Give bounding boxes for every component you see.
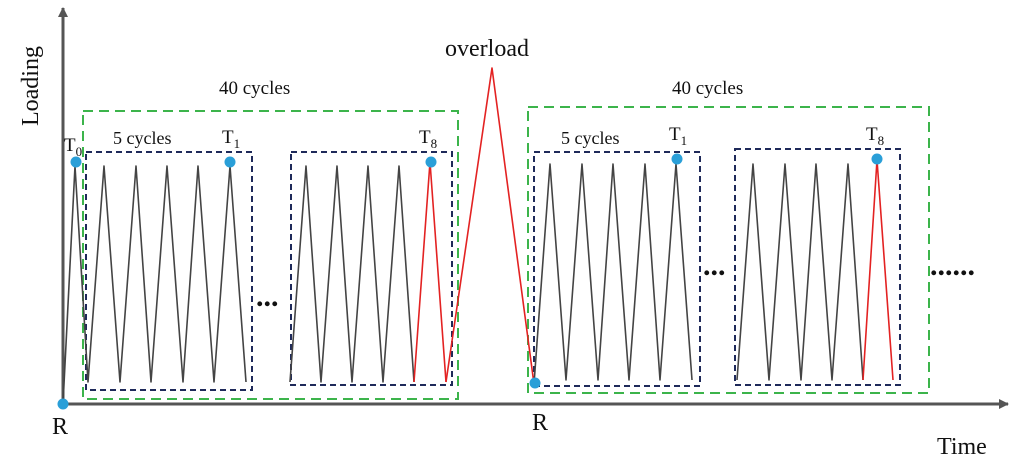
- inner-block-right-2: [734, 148, 901, 386]
- origin-right-label: R: [532, 410, 548, 436]
- outer-block-right: [527, 106, 930, 394]
- y-axis-label: Loading: [18, 46, 44, 126]
- load-wave-left-1: [62, 165, 247, 405]
- t1-right-label: T1: [669, 124, 687, 148]
- ellipsis-right: ...: [703, 249, 726, 282]
- ellipsis-end: ......: [930, 249, 975, 282]
- marker-r-left: [57, 398, 69, 410]
- outer-block-left-label: 40 cycles: [219, 78, 290, 99]
- t8-left-label: T8: [419, 127, 437, 151]
- outer-block-left: [82, 110, 459, 400]
- outer-block-right-label: 40 cycles: [672, 78, 743, 99]
- marker-t8-left: [425, 156, 437, 168]
- highlight-cycle-left: [413, 161, 447, 383]
- t1-left-label: T1: [222, 127, 240, 151]
- inner-block-right-1: [533, 151, 701, 387]
- t8-right-label: T8: [866, 124, 884, 148]
- marker-t1-left: [224, 156, 236, 168]
- inner-block-left-1: [85, 151, 253, 391]
- origin-left-label: R: [52, 414, 68, 440]
- load-wave-left-2: [289, 165, 415, 383]
- highlight-cycle-right: [862, 159, 894, 381]
- t0-label: T0: [64, 135, 82, 159]
- ellipsis-left: ...: [256, 280, 279, 313]
- marker-t1-right: [671, 153, 683, 165]
- load-wave-right-1: [533, 163, 693, 385]
- load-wave-right-2: [736, 163, 864, 381]
- marker-t0: [70, 156, 82, 168]
- inner-block-left-2: [290, 151, 453, 386]
- marker-r-right: [529, 377, 541, 389]
- x-axis-label: Time: [937, 434, 987, 459]
- overload-label: overload: [445, 36, 529, 62]
- inner-block-right-label: 5 cycles: [561, 128, 619, 148]
- inner-block-left-label: 5 cycles: [113, 128, 171, 148]
- marker-t8-right: [871, 153, 883, 165]
- overload-peak: [445, 67, 535, 385]
